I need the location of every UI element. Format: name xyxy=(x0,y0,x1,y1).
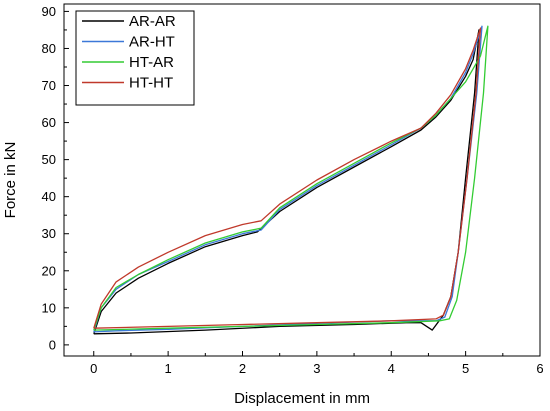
legend-label: HT-AR xyxy=(129,54,174,71)
y-tick-label: 80 xyxy=(42,41,56,56)
x-tick-label: 4 xyxy=(388,361,395,376)
y-axis-title: Force in kN xyxy=(2,142,19,219)
y-tick-label: 10 xyxy=(42,300,56,315)
y-tick-label: 60 xyxy=(42,115,56,130)
y-tick-label: 30 xyxy=(42,226,56,241)
series-line-ht-ar xyxy=(93,25,489,331)
x-tick-label: 0 xyxy=(90,361,97,376)
series-layer xyxy=(93,25,489,335)
x-axis: 0 1 2 3 4 5 6 xyxy=(90,351,544,376)
y-tick-label: 20 xyxy=(42,263,56,278)
legend-label: AR-AR xyxy=(129,13,176,30)
y-tick-label: 40 xyxy=(42,189,56,204)
x-axis-title: Displacement in mm xyxy=(234,390,370,407)
y-tick-label: 50 xyxy=(42,152,56,167)
y-tick-label: 0 xyxy=(49,337,56,352)
legend-box xyxy=(75,10,195,106)
x-tick-label: 1 xyxy=(165,361,172,376)
x-tick-label: 2 xyxy=(239,361,246,376)
y-tick-label: 90 xyxy=(42,4,56,19)
x-tick-label: 5 xyxy=(462,361,469,376)
y-tick-label: 70 xyxy=(42,78,56,93)
plot-frame xyxy=(63,3,541,357)
series-line-ht-ht xyxy=(93,27,482,329)
x-tick-label: 3 xyxy=(313,361,320,376)
x-tick-label: 6 xyxy=(536,361,543,376)
legend-label: HT-HT xyxy=(129,75,173,92)
legend: AR-AR AR-HT HT-AR HT-HT xyxy=(75,10,195,106)
legend-label: AR-HT xyxy=(129,34,175,51)
y-axis: 0 10 20 30 40 50 60 70 80 90 xyxy=(42,4,69,352)
